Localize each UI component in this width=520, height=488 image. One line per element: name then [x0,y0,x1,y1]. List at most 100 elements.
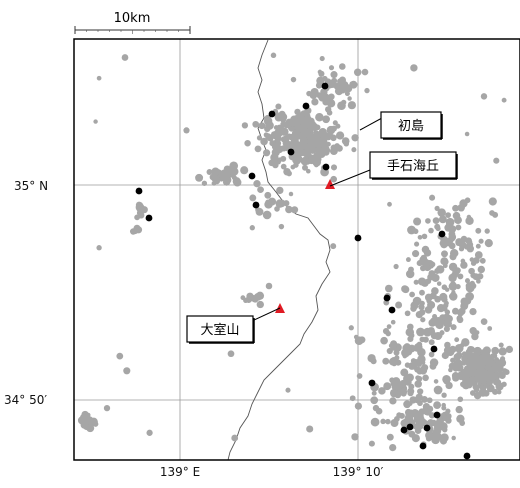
earthquake-dot [330,134,337,141]
earthquake-dot [231,175,237,181]
earthquake-dot [315,141,323,149]
earthquake-dot [400,426,408,434]
earthquake-dot [132,228,139,235]
earthquake-dot [444,287,450,292]
earthquake-dot [414,397,421,404]
earthquake-dot [367,354,376,363]
earthquake-dot [467,349,473,354]
earthquake-layer-black [135,82,471,460]
earthquake-dot [386,433,394,441]
earthquake-dot [292,155,301,164]
earthquake-dot [486,380,492,386]
earthquake-dot [289,126,295,132]
earthquake-dot [390,340,398,348]
earthquake-dot [335,131,345,140]
earthquake-dot [87,417,95,426]
earthquake-dot [442,263,448,269]
earthquake-dot [321,82,329,90]
earthquake-dot [441,351,449,360]
earthquake-dot [398,412,405,419]
earthquake-dot [253,292,262,301]
earthquake-dot [498,342,504,348]
earthquake-dot [305,168,311,174]
earthquake-dot [321,145,330,153]
earthquake-dot [475,243,481,249]
earthquake-dot [433,411,441,419]
label-hatsushima: 初島 [398,119,424,134]
earthquake-dot [388,306,396,314]
earthquake-dot [280,155,287,162]
earthquake-dot [461,360,467,366]
earthquake-dot [195,173,204,182]
earthquake-dot [459,343,465,348]
earthquake-dot [421,364,429,372]
earthquake-dot [330,164,338,171]
earthquake-dot [450,281,456,287]
earthquake-dot [501,97,507,103]
earthquake-dot [385,418,391,425]
earthquake-dot [434,268,441,274]
earthquake-dot [268,110,276,118]
earthquake-dot [439,330,445,336]
earthquake-dot [428,339,435,346]
earthquake-dot [336,145,343,152]
earthquake-dot [480,93,488,100]
earthquake-dot [423,327,432,337]
earthquake-dot [343,141,350,147]
earthquake-dot [454,267,461,274]
earthquake-dot [290,76,297,83]
earthquake-dot [274,206,280,212]
earthquake-dot [315,82,323,89]
earthquake-dot [86,424,95,433]
earthquake-dot [409,291,416,298]
earthquake-dot [325,106,332,113]
earthquake-dot [262,210,272,220]
earthquake-dot [295,124,304,133]
earthquake-dot [429,194,436,201]
earthquake-dot [393,263,399,270]
earthquake-dot [275,140,282,147]
earthquake-dot [428,351,435,358]
earthquake-dot [408,430,416,438]
earthquake-dot [315,156,322,163]
earthquake-dot [371,390,377,396]
earthquake-dot [443,319,452,328]
earthquake-dot [285,387,291,393]
earthquake-dot [375,407,383,415]
earthquake-dot [96,75,102,81]
earthquake-dot [424,249,430,255]
earthquake-dot [493,157,500,164]
earthquake-dot [284,142,291,149]
earthquake-dot [265,121,274,130]
earthquake-dot [500,356,506,362]
earthquake-dot [505,345,514,354]
earthquake-dot [473,391,482,400]
earthquake-dot [434,223,441,230]
earthquake-dot [286,133,292,139]
earthquake-dot [412,228,419,235]
earthquake-dot [448,362,457,370]
earthquake-dot [433,379,439,384]
earthquake-dot [302,134,307,140]
earthquake-dot [271,131,278,138]
earthquake-dot [464,278,471,284]
lat-label-35n: 35° N [14,179,48,193]
earthquake-dot [395,390,401,396]
earthquake-dot [465,217,473,225]
earthquake-dot [417,388,424,395]
earthquake-dot [230,167,239,176]
earthquake-dot [386,324,392,329]
callout-omuroyama: 大室山 [186,307,281,344]
earthquake-dot [318,92,327,102]
earthquake-dot [491,352,498,359]
earthquake-dot [472,383,479,390]
earthquake-dot [471,351,478,358]
earthquake-dot [231,434,239,442]
earthquake-dot [248,172,256,180]
earthquake-dot [455,405,463,414]
earthquake-dot [233,178,242,187]
earthquake-dot [395,301,403,309]
earthquake-dot [423,424,431,432]
earthquake-dot [351,433,359,441]
